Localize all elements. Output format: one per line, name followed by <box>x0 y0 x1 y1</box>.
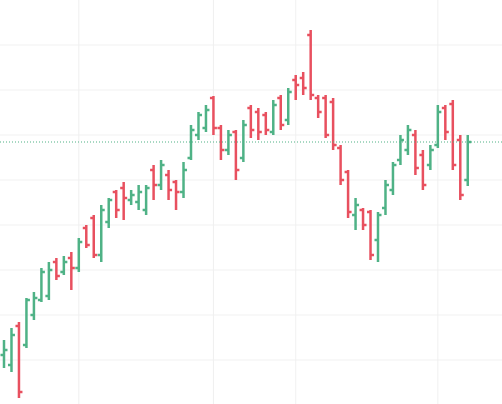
chart <box>0 0 502 404</box>
page: {"chart_data": { "type": "ohlc", "catego… <box>0 0 502 404</box>
